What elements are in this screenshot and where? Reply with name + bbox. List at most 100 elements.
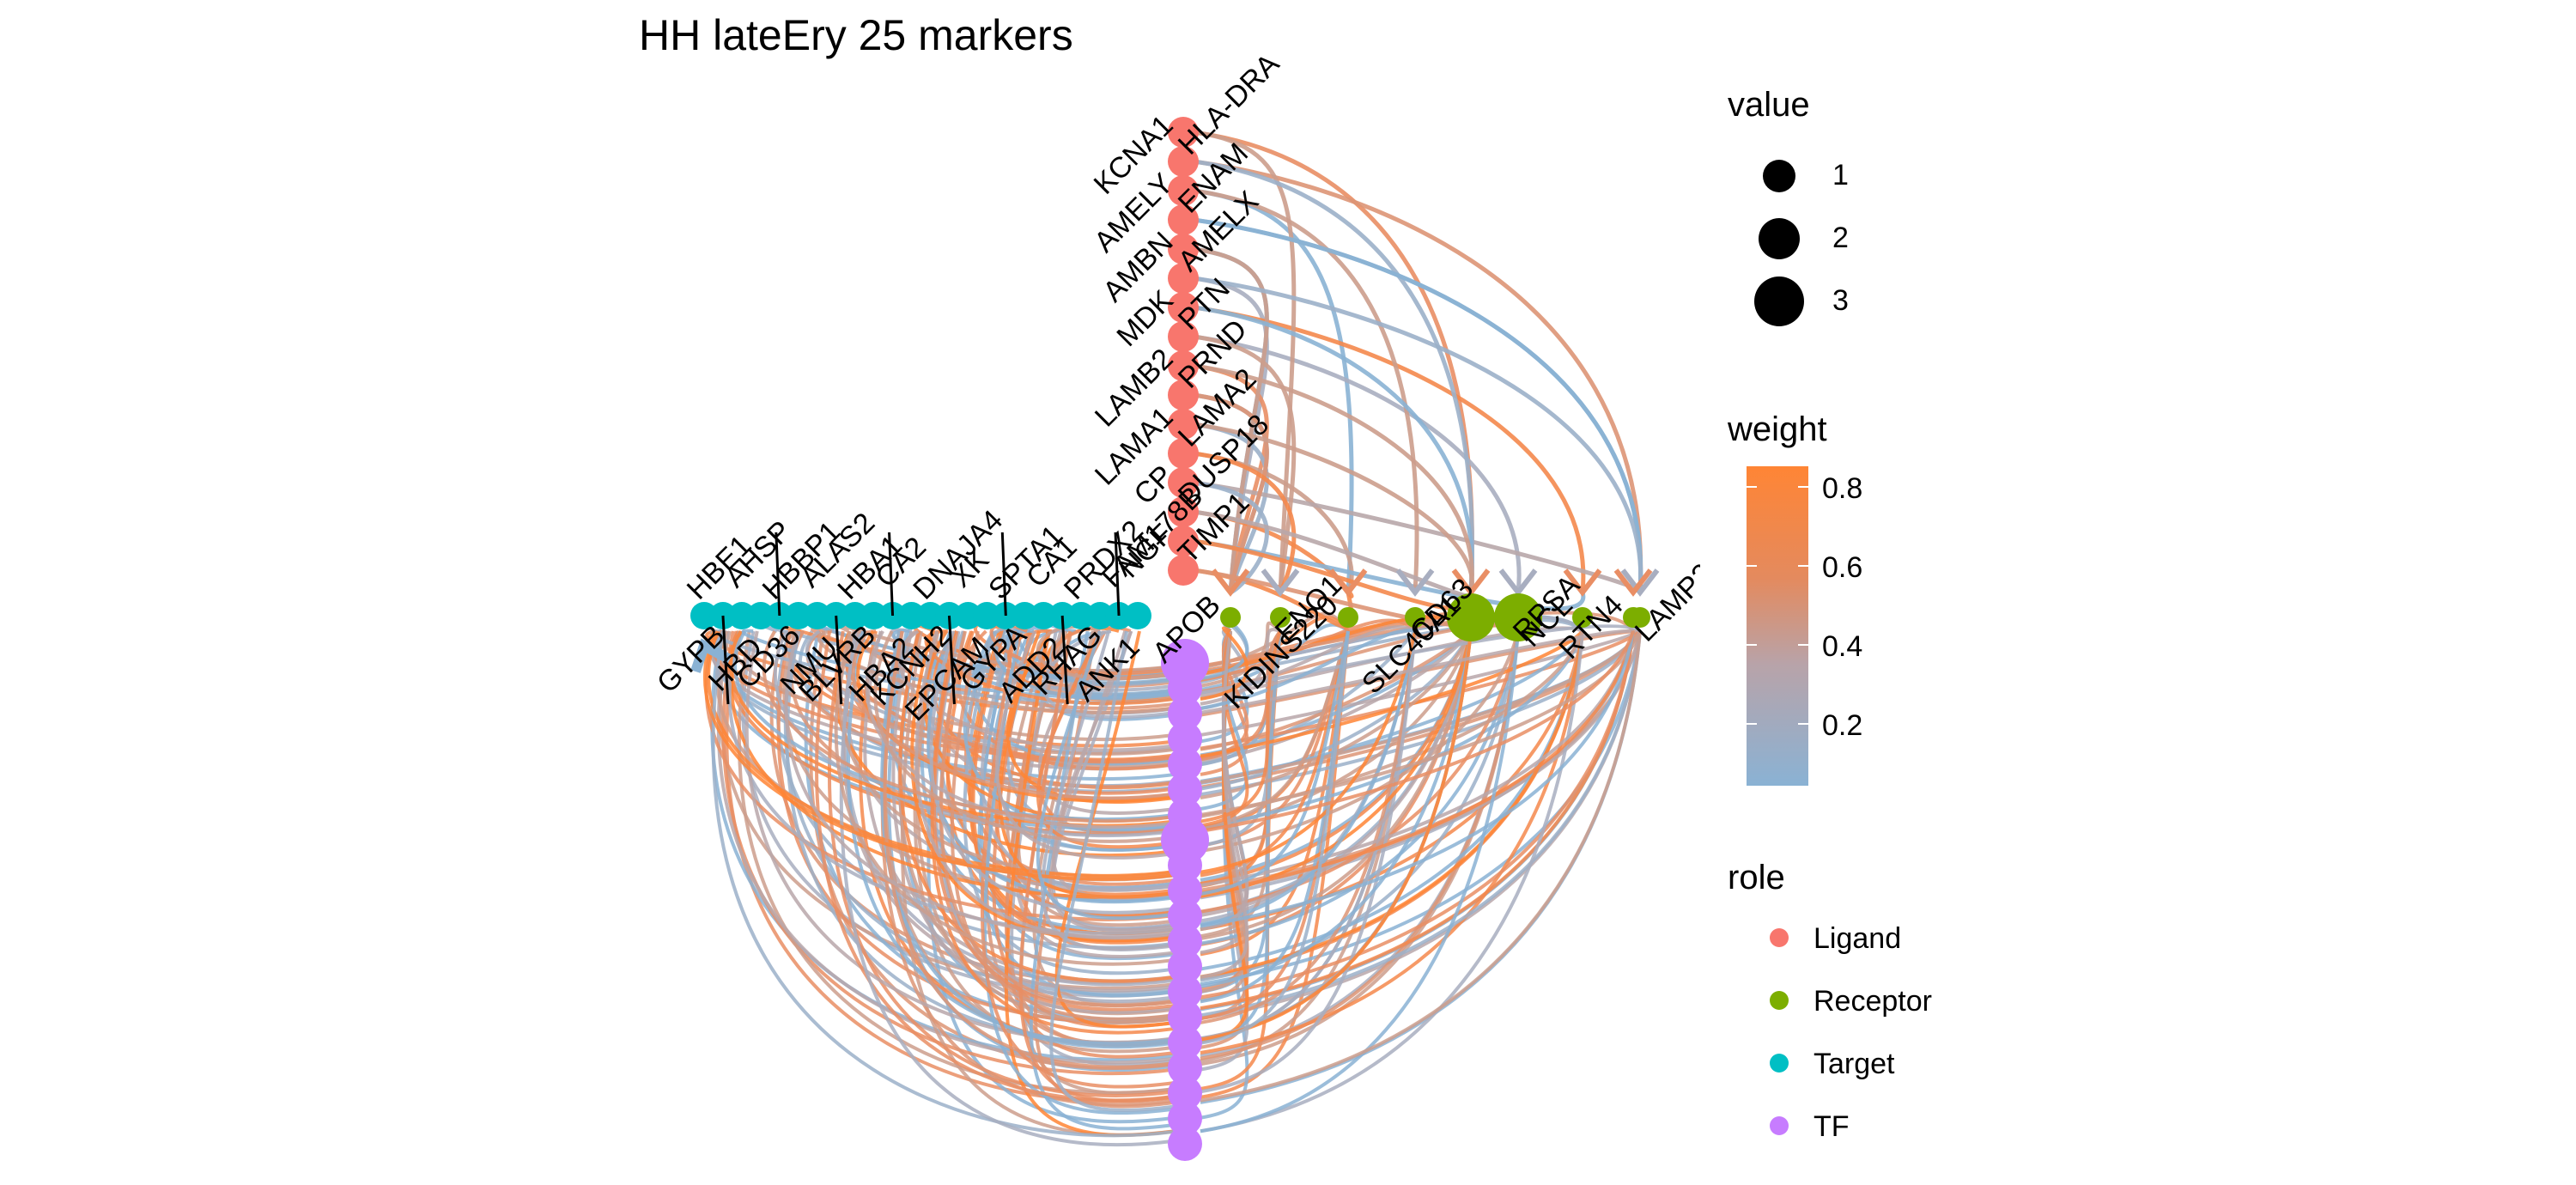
legend-weight-tick-0.8: 0.8 xyxy=(1822,472,1863,505)
edge-tf-target xyxy=(880,630,1176,1049)
legend-weight-tick-0.6: 0.6 xyxy=(1822,551,1863,584)
edge-receptor-tf xyxy=(1200,629,1641,737)
ligand-node xyxy=(1168,117,1199,148)
edge-ligand-receptor xyxy=(1193,480,1269,595)
target-node xyxy=(1124,602,1151,629)
legend-weight-title: weight xyxy=(1728,410,1827,448)
edge-receptor-tf xyxy=(1200,630,1350,1045)
edge-ligand-receptor xyxy=(1193,130,1297,593)
edge-receptor-tf xyxy=(1200,630,1520,1133)
target-node xyxy=(803,602,831,629)
receptor-node xyxy=(1447,593,1495,641)
edge-receptor-tf xyxy=(1200,626,1249,702)
edge-tf-target xyxy=(873,630,1176,843)
target-label-leader xyxy=(835,615,843,705)
edge-receptor-tf xyxy=(1200,630,1473,791)
ligand-node xyxy=(1168,555,1199,586)
edge-tf-target xyxy=(707,630,1176,878)
edge-tf-target xyxy=(883,630,1176,1069)
receptor-node xyxy=(1623,607,1643,628)
tf-node xyxy=(1168,1025,1202,1060)
edge-receptor-tf xyxy=(1200,630,1520,1060)
edge-receptor-tf xyxy=(1200,630,1417,1024)
legend-weight-tick-0.4: 0.4 xyxy=(1822,630,1863,663)
legend-role-dot-receptor xyxy=(1770,991,1789,1010)
edge-receptor-tf xyxy=(1200,630,1635,834)
edge-tf-target xyxy=(982,630,1176,1115)
edge-tf-target xyxy=(910,630,1176,943)
legend-weight-colorbar xyxy=(1747,466,1808,786)
edge-arrowhead xyxy=(1395,568,1435,597)
tf-node xyxy=(1168,772,1202,807)
ligand-node xyxy=(1168,175,1199,206)
edge-ligand-receptor xyxy=(1193,246,1269,593)
legend-value-label-3: 3 xyxy=(1832,284,1849,317)
edge-receptor-tf xyxy=(1200,630,1417,1094)
legend-value: value 1 2 3 xyxy=(1728,86,1849,326)
receptor-node xyxy=(1494,593,1542,641)
target-node xyxy=(1011,602,1039,629)
edge-tf-target xyxy=(762,629,1176,823)
edge-tf-target xyxy=(716,630,1176,1065)
ligand-node xyxy=(1168,146,1199,177)
edge-arrowhead xyxy=(1261,568,1300,597)
legend-weight-ticks xyxy=(1747,486,1808,725)
tf-node xyxy=(1168,1101,1202,1136)
legend-role-tf: TF xyxy=(1814,1110,1850,1143)
legend-role-dot-target xyxy=(1770,1054,1789,1073)
legend-value-label-2: 2 xyxy=(1832,222,1849,254)
edge-tf-target xyxy=(939,630,1176,1008)
edge-receptor-tf xyxy=(1200,630,1520,854)
edge-tf-target xyxy=(721,630,1176,1076)
edge-arrowhead xyxy=(1620,568,1660,597)
legend-value-dot-2 xyxy=(1759,218,1800,259)
target-node xyxy=(860,602,888,629)
ligand-node xyxy=(1168,526,1199,556)
edge-ligand-receptor xyxy=(1193,217,1643,593)
edge-tf-target xyxy=(1042,629,1176,720)
edge-arrowhead xyxy=(1451,568,1491,597)
edge-tf-target xyxy=(998,630,1176,899)
edge-ligand-receptor xyxy=(1193,159,1474,593)
edge-arrowhead xyxy=(1498,568,1538,597)
receptor-node xyxy=(1405,607,1425,628)
edge-tf-target xyxy=(865,630,1176,830)
tf-node xyxy=(1168,898,1202,933)
tf-node xyxy=(1168,1050,1202,1085)
target-label-leader xyxy=(775,532,781,617)
edge-tf-target xyxy=(711,630,1176,1138)
legend-role-ligand: Ligand xyxy=(1814,922,1902,955)
edge-ligand-receptor xyxy=(1193,422,1269,593)
target-node xyxy=(727,602,756,629)
edge-receptor-tf xyxy=(1200,624,1642,695)
edge-tf-target xyxy=(977,630,1176,998)
edge-ligand-receptor xyxy=(1193,334,1522,593)
edge-tf-target xyxy=(815,630,1176,1103)
edge-receptor-tf xyxy=(1200,629,1416,710)
tf-node xyxy=(1168,721,1202,757)
ligand-node xyxy=(1168,467,1199,498)
ligand-node xyxy=(1168,263,1199,294)
edge-tf-target xyxy=(1036,630,1176,921)
target-label-leader xyxy=(1060,615,1069,705)
legend-role-dot-tf xyxy=(1770,1116,1789,1135)
ligand-node xyxy=(1168,380,1199,410)
legend-role-dot-ligand xyxy=(1770,928,1789,947)
receptor-node xyxy=(1338,607,1358,628)
tf-node xyxy=(1168,924,1202,959)
target-label-leader xyxy=(1114,532,1121,617)
legend-role-title: role xyxy=(1728,859,1785,896)
edge-tf-target xyxy=(980,630,1176,1089)
target-node xyxy=(1067,602,1096,629)
tf-node xyxy=(1161,639,1209,687)
edge-tf-target xyxy=(827,630,1176,1097)
target-node xyxy=(841,602,869,629)
edge-ligand-receptor xyxy=(1193,159,1643,593)
edge-tf-target xyxy=(703,630,1176,881)
legend-value-dot-3 xyxy=(1754,276,1804,326)
legend-value-title: value xyxy=(1728,86,1810,124)
edge-layer xyxy=(690,130,1660,1147)
edge-receptor-tf xyxy=(1200,630,1350,830)
tf-node xyxy=(1168,848,1202,883)
edge-arrowhead xyxy=(690,638,732,673)
